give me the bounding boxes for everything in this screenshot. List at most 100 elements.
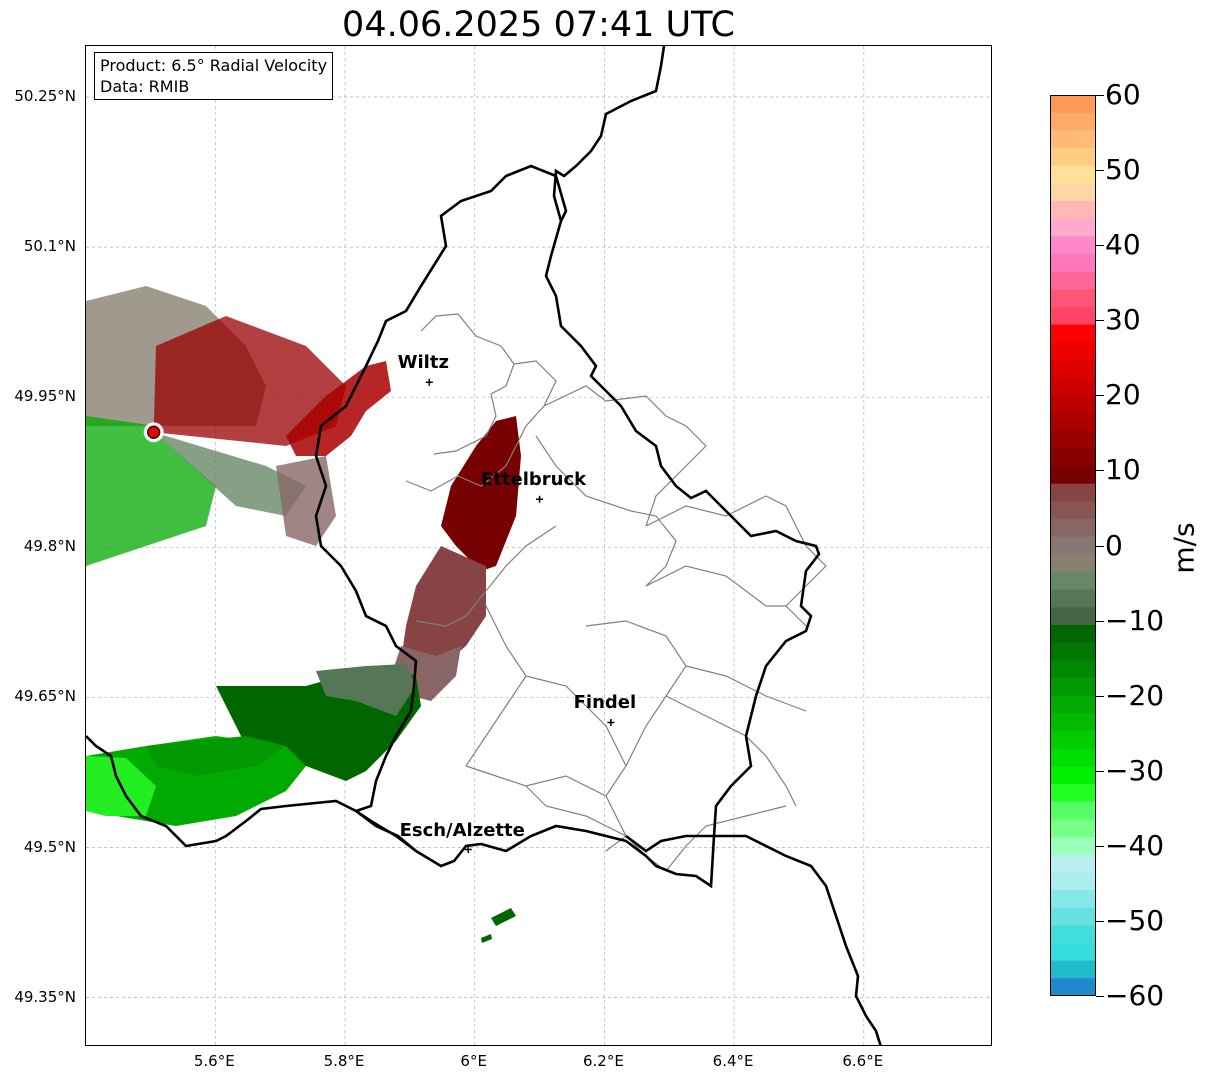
lon-label: 6.6°E [842,1052,884,1070]
lon-label: 6.2°E [582,1052,624,1070]
colorbar-segment [1050,112,1096,131]
lon-label: 5.6°E [193,1052,235,1070]
colorbar-tick-label: −40 [1105,828,1165,862]
colorbar-segment [1050,324,1096,343]
luxembourg-west-border [314,164,568,813]
city-markers [425,378,615,854]
echo-near-radar-grey-green [153,432,306,516]
colorbar-tick-label: −30 [1105,753,1165,787]
colorbar-segment [1050,483,1096,502]
echo-west-pink [276,456,336,546]
city-label[interactable]: Ettelbruck [480,469,587,491]
lat-label: 49.8°N [23,537,76,556]
product-label: Product: 6.5° Radial Velocity [100,56,328,75]
colorbar-segment [1050,466,1096,485]
colorbar-tick [1096,170,1104,172]
moselle-border [714,834,882,1045]
colorbar-tick-label: 10 [1105,453,1141,487]
colorbar-segment [1050,819,1096,838]
colorbar [1050,95,1096,996]
colorbar-tick [1096,845,1104,847]
colorbar-segment [1050,360,1096,379]
colorbar-tick-label: −50 [1105,903,1165,937]
colorbar-segment [1050,377,1096,396]
colorbar-segment [1050,271,1096,290]
colorbar-segment [1050,307,1096,326]
colorbar-tick-label: −10 [1105,603,1165,637]
city-label[interactable]: Esch/Alzette [399,819,525,841]
colorbar-segment [1050,978,1096,996]
echo-ettelbruck-darkred [441,416,521,571]
luxembourg-border-east [625,834,714,853]
colorbar-segment [1050,943,1096,962]
colorbar-segment [1050,854,1096,873]
echo-near-radar-red [153,316,346,446]
colorbar-segment [1050,766,1096,785]
colorbar-segment [1050,218,1096,237]
colorbar-tick [1096,545,1104,547]
colorbar-segment [1050,430,1096,449]
colorbar-tick [1096,470,1104,472]
colorbar-unit-label: m/s [1167,522,1201,574]
luxembourg-border [86,46,821,889]
lat-label: 50.25°N [14,87,76,105]
lat-label: 49.95°N [14,387,76,406]
lat-label: 49.5°N [23,837,76,856]
data-source-label: Data: RMIB [100,77,190,96]
lat-label: 50.1°N [23,237,76,256]
colorbar-tick-label: 0 [1105,528,1123,562]
colorbar-tick-label: −20 [1105,678,1165,712]
colorbar-segment [1050,713,1096,732]
city-label[interactable]: Wiltz [397,352,449,374]
colorbar-tick [1096,95,1104,96]
colorbar-segment [1050,413,1096,432]
echo-wiltz-red [286,361,391,456]
colorbar-tick [1096,245,1104,247]
radar-map[interactable] [85,45,992,1046]
colorbar-segment [1050,960,1096,979]
city-marker[interactable] [464,846,472,854]
colorbar-segment [1050,589,1096,608]
radar-site-marker[interactable] [147,425,161,439]
colorbar-segment [1050,625,1096,644]
colorbar-segment [1050,731,1096,750]
colorbar-segment [1050,784,1096,803]
lat-label: 49.35°N [14,987,76,1006]
colorbar-segment [1050,890,1096,909]
borders [86,46,882,1045]
colorbar-segment [1050,572,1096,591]
echo-ettelbruck-mauve [401,546,486,671]
radar-echoes [86,286,521,943]
lon-label: 6°E [460,1052,487,1070]
graticule [86,46,991,1045]
lon-label: 6.4°E [712,1052,754,1070]
city-label[interactable]: Findel [573,692,637,714]
colorbar-segment [1050,872,1096,891]
colorbar-segment [1050,289,1096,308]
colorbar-segment [1050,748,1096,767]
colorbar-segment [1050,536,1096,555]
colorbar-tick-label: 50 [1105,153,1141,187]
canton-boundaries [405,313,827,872]
colorbar-segment [1050,837,1096,856]
colorbar-segment [1050,554,1096,573]
colorbar-segment [1050,165,1096,184]
colorbar-segment [1050,448,1096,467]
colorbar-segment [1050,130,1096,149]
colorbar-segment [1050,501,1096,520]
city-marker[interactable] [425,378,433,386]
colorbar-tick-label: 20 [1105,378,1141,412]
city-marker[interactable] [607,718,615,726]
colorbar-segment [1050,183,1096,202]
colorbar-frame [1050,95,1096,996]
colorbar-segment [1050,695,1096,714]
colorbar-tick [1096,996,1104,997]
colorbar-tick [1096,320,1104,322]
colorbar-segment [1050,907,1096,926]
colorbar-tick [1096,695,1104,697]
info-box: Product: 6.5° Radial Velocity Data: RMIB [94,52,334,100]
echo-near-radar-green [86,416,216,566]
lat-label: 49.65°N [14,687,76,706]
city-marker[interactable] [536,495,544,503]
colorbar-tick-label: −60 [1105,979,1165,1012]
